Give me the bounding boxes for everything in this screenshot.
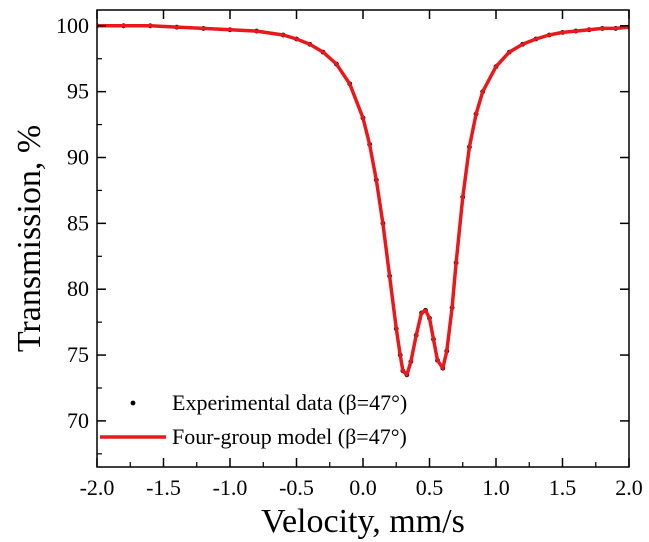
y-tick-label: 70 [67,408,89,433]
x-tick-label: 2.0 [615,475,643,500]
legend: Experimental data (β=47°) Four-group mod… [100,390,407,449]
plot-marks [97,23,629,378]
y-axis-ticks: 70 75 80 85 90 95 100 [56,13,629,455]
y-tick-label: 75 [67,342,89,367]
legend-marker-experimental [130,400,136,406]
legend-label-experimental: Experimental data (β=47°) [172,390,407,415]
x-tick-label: 1.5 [549,475,577,500]
model-fit-line [97,24,629,377]
x-axis-label: Velocity, mm/s [261,503,465,540]
y-axis-label: Transmission, % [11,125,48,352]
y-tick-label: 85 [67,210,89,235]
y-tick-label: 80 [67,276,89,301]
y-tick-label: 95 [67,79,89,104]
x-tick-label: -0.5 [279,475,314,500]
x-tick-label: -2.0 [80,475,115,500]
x-tick-label: 1.0 [482,475,510,500]
y-tick-label: 90 [67,145,89,170]
y-tick-label: 100 [56,13,89,38]
x-tick-label: 0.5 [416,475,444,500]
x-tick-label: -1.5 [146,475,181,500]
legend-label-model: Four-group model (β=47°) [172,424,407,449]
x-tick-label: -1.0 [213,475,248,500]
x-tick-label: 0.0 [349,475,377,500]
x-axis-ticks: -2.0 -1.5 -1.0 -0.5 0.0 0.5 1.0 1.5 2.0 [80,10,643,500]
